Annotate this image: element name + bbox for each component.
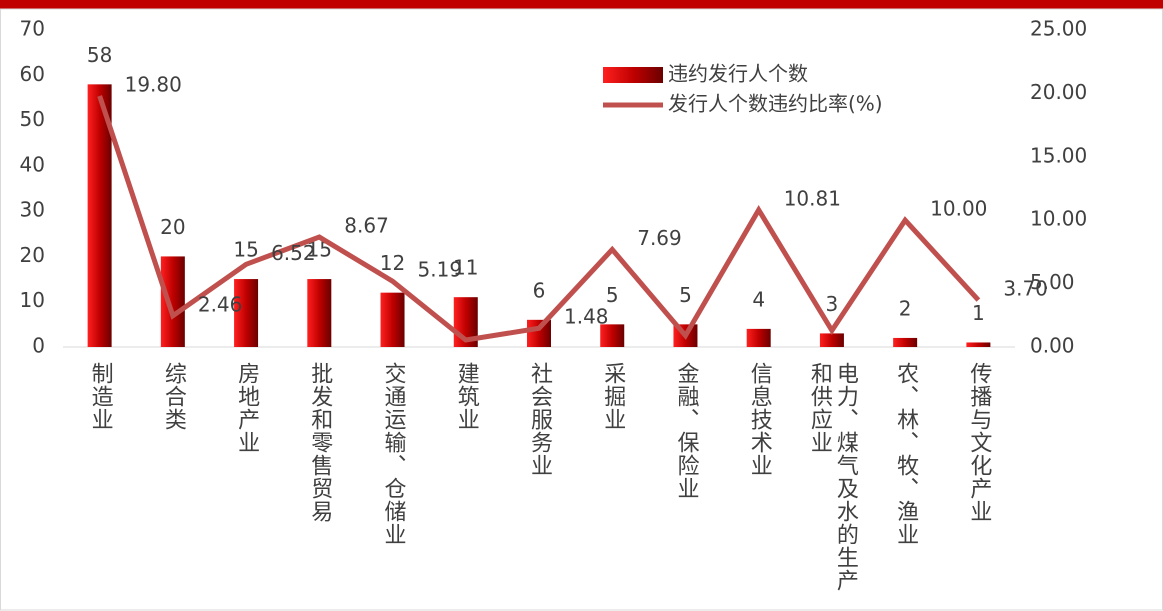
bar: [160, 256, 185, 347]
bar: [380, 292, 405, 347]
bar-label: 58: [87, 43, 112, 67]
y-tick-label: 10: [20, 288, 45, 312]
x-tick-label: 采掘业: [600, 362, 626, 431]
line-label: 10.81: [784, 186, 841, 210]
y2-tick-label: 10.00: [1030, 207, 1087, 231]
line-label: 2.46: [198, 292, 243, 316]
y2-tick-label: 5.00: [1030, 270, 1075, 294]
bar: [819, 333, 844, 347]
bar-label: 2: [899, 296, 912, 320]
line-label: 7.69: [637, 226, 682, 250]
bar-label: 5: [679, 283, 692, 307]
x-tick-label: 制造业: [87, 362, 113, 431]
line-label: 6.52: [271, 241, 316, 265]
bar-label: 6: [533, 278, 546, 302]
bar: [600, 324, 625, 347]
y-tick-label: 30: [20, 198, 45, 222]
legend-label: 违约发行人个数: [668, 62, 808, 86]
y2-tick-label: 0.00: [1030, 334, 1075, 358]
bar: [893, 337, 918, 347]
bar: [87, 84, 112, 347]
bar-label: 3: [826, 292, 839, 316]
bar-label: 12: [380, 251, 405, 275]
line-label: 5.19: [418, 258, 463, 282]
bar: [307, 279, 332, 347]
y-tick-label: 60: [20, 62, 45, 86]
bar: [966, 342, 991, 347]
bar-label: 5: [606, 283, 619, 307]
line-label: 8.67: [344, 214, 389, 238]
line-label: 19.80: [125, 72, 182, 96]
x-tick-label: 房地产业: [234, 362, 260, 454]
bar-label: 4: [752, 287, 765, 311]
x-tick-label: 电力、煤气及水的生产和供应业: [806, 362, 858, 592]
x-tick-label: 建筑业: [453, 362, 479, 431]
y-tick-label: 50: [20, 107, 45, 131]
y-tick-label: 40: [20, 152, 45, 176]
x-tick-label: 金融、保险业: [673, 362, 699, 500]
x-tick-label: 农、林、牧、渔业: [893, 362, 919, 546]
y-tick-label: 70: [20, 17, 45, 41]
bar: [527, 319, 551, 347]
y2-tick-label: 20.00: [1030, 80, 1087, 104]
line-label: 3.70: [1003, 277, 1048, 301]
bar-label: 1: [972, 301, 985, 325]
top-stripe: [0, 0, 1163, 9]
legend-swatch: [603, 67, 663, 83]
x-tick-label: 批发和零售贸易: [307, 362, 333, 523]
x-tick-label: 交通运输、仓储业: [380, 362, 406, 546]
y-tick-label: 0: [32, 334, 45, 358]
y-tick-label: 20: [20, 243, 45, 267]
bar-label: 11: [453, 256, 478, 280]
bar-label: 15: [233, 238, 258, 262]
x-tick-label: 综合类: [160, 362, 186, 431]
bar: [234, 279, 259, 347]
x-tick-label: 信息技术业: [746, 362, 772, 477]
line-label: 10.00: [930, 197, 987, 221]
bar-label: 20: [160, 215, 185, 239]
y2-tick-label: 15.00: [1030, 143, 1087, 167]
bar: [746, 328, 771, 347]
x-tick-label: 社会服务业: [527, 362, 552, 477]
line-label: 1.48: [564, 305, 609, 329]
legend-label: 发行人个数违约比率(%): [668, 92, 883, 116]
line: [97, 95, 981, 343]
y2-tick-label: 25.00: [1030, 17, 1087, 41]
x-tick-label: 传播与文化产业: [966, 362, 992, 523]
